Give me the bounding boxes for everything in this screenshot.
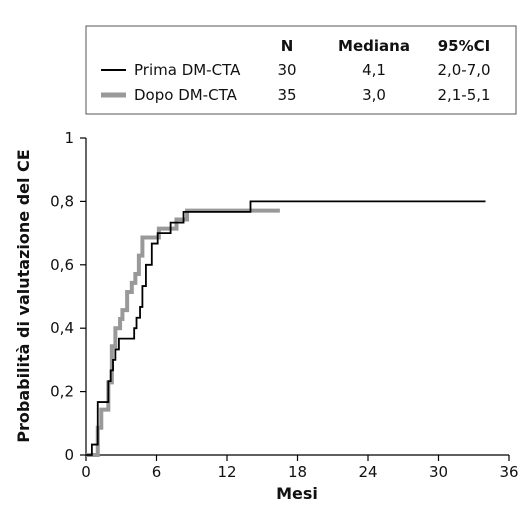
x-tick-label: 12 — [217, 463, 236, 481]
series-line-dopo — [86, 211, 280, 455]
y-tick-label: 0,6 — [50, 256, 74, 274]
legend-label-prima: Prima DM-CTA — [134, 61, 241, 79]
legend-header-n: N — [281, 37, 294, 55]
y-tick-label: 0 — [64, 446, 74, 464]
y-tick-label: 1 — [64, 129, 74, 147]
x-tick-label: 24 — [358, 463, 377, 481]
x-tick-label: 0 — [81, 463, 91, 481]
y-axis-label: Probabilità di valutazione del CE — [14, 149, 33, 442]
legend-ci-dopo: 2,1-5,1 — [437, 86, 490, 104]
legend-ci-prima: 2,0-7,0 — [437, 61, 490, 79]
x-ticks: 0 6 12 18 24 30 36 — [81, 455, 518, 481]
x-tick-label: 6 — [152, 463, 162, 481]
legend-header-ci: 95%CI — [438, 37, 491, 55]
series-group — [86, 201, 486, 455]
legend: N Mediana 95%CI Prima DM-CTA 30 4,1 2,0-… — [86, 26, 516, 114]
legend-label-dopo: Dopo DM-CTA — [134, 86, 238, 104]
y-ticks: 0 0,2 0,4 0,6 0,8 1 — [50, 129, 86, 464]
legend-mediana-dopo: 3,0 — [362, 86, 386, 104]
y-tick-label: 0,4 — [50, 319, 74, 337]
y-tick-label: 0,8 — [50, 192, 74, 210]
x-axis-label: Mesi — [276, 484, 318, 503]
legend-n-dopo: 35 — [277, 86, 296, 104]
legend-n-prima: 30 — [277, 61, 296, 79]
x-tick-label: 36 — [499, 463, 518, 481]
x-tick-label: 18 — [288, 463, 307, 481]
x-tick-label: 30 — [429, 463, 448, 481]
legend-header-mediana: Mediana — [338, 37, 410, 55]
y-tick-label: 0,2 — [50, 383, 74, 401]
legend-mediana-prima: 4,1 — [362, 61, 386, 79]
